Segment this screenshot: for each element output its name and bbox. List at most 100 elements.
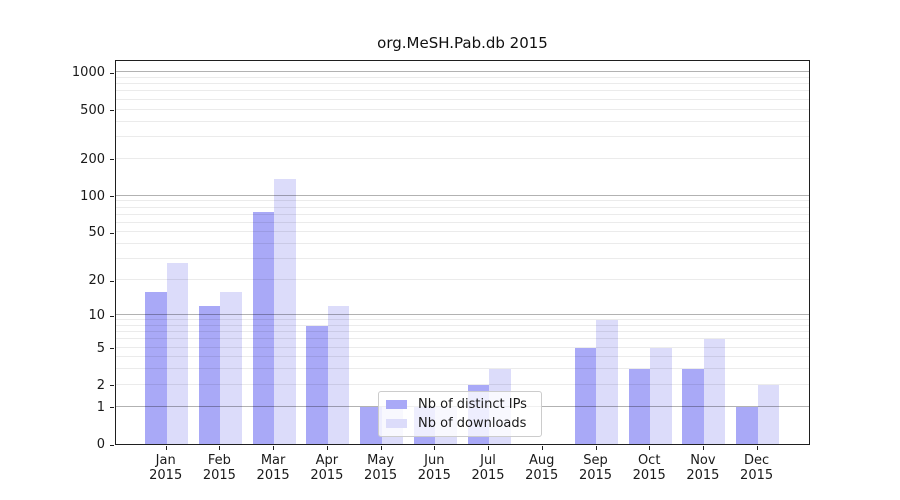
minor-gridline — [116, 76, 809, 78]
bar-downloads-oct — [650, 347, 672, 444]
x-axis-tick — [165, 446, 167, 450]
legend-item-downloads: Nb of downloads — [386, 414, 535, 433]
x-axis-tick-label: Jan 2015 — [149, 453, 183, 483]
minor-gridline — [116, 135, 809, 137]
x-axis-tick — [541, 446, 543, 450]
x-axis-tick — [434, 446, 436, 450]
y-axis-tick — [110, 280, 114, 282]
minor-gridline — [116, 98, 809, 100]
x-axis-tick-label: May 2015 — [364, 453, 398, 483]
y-axis-tick — [110, 110, 114, 111]
legend-label: Nb of distinct IPs — [418, 397, 527, 412]
x-axis-tick-label: Mar 2015 — [256, 453, 290, 483]
x-axis-tick-label: Feb 2015 — [202, 453, 236, 483]
minor-gridline — [116, 157, 809, 159]
x-axis-tick-label: Jul 2015 — [471, 453, 505, 483]
x-axis-tick — [219, 446, 221, 450]
downloads-swatch — [386, 419, 407, 428]
x-axis-tick — [380, 446, 382, 450]
x-axis-tick-label: Aug 2015 — [525, 453, 559, 483]
y-axis-tick — [110, 72, 114, 74]
y-axis-tick — [110, 232, 114, 234]
minor-gridline — [116, 324, 809, 326]
minor-gridline — [116, 258, 809, 260]
major-gridline — [116, 194, 809, 196]
chart-title: org.MeSH.Pab.db 2015 — [377, 34, 548, 52]
minor-gridline — [116, 356, 809, 358]
minor-gridline — [116, 368, 809, 370]
x-axis-tick — [649, 446, 651, 450]
bar-downloads-jan — [166, 262, 189, 444]
x-axis-tick-label: Jun 2015 — [417, 453, 451, 483]
y-axis-tick — [110, 315, 114, 317]
minor-gridline — [116, 108, 809, 110]
bar-downloads-dec — [757, 384, 780, 444]
y-axis-tick-label: 100 — [80, 188, 105, 204]
y-axis-tick — [110, 407, 114, 409]
x-axis-tick-label: Dec 2015 — [740, 453, 774, 483]
legend: Nb of distinct IPs Nb of downloads — [378, 391, 542, 437]
minor-gridline — [116, 338, 809, 340]
bar-downloads-feb — [220, 291, 242, 444]
minor-gridline — [116, 206, 809, 208]
x-axis-tick-label: Sep 2015 — [578, 453, 613, 483]
y-axis-tick-label: 50 — [88, 225, 105, 241]
minor-gridline — [116, 383, 809, 385]
bar-distinct-ips-sep — [574, 347, 597, 444]
bar-distinct-ips-jan — [145, 291, 167, 444]
x-axis-tick — [273, 446, 275, 450]
y-axis-tick-label: 10 — [88, 308, 105, 323]
minor-gridline — [116, 221, 809, 223]
minor-gridline — [116, 319, 809, 321]
x-axis-tick — [702, 446, 704, 450]
y-axis-tick-label: 0 — [96, 437, 105, 452]
bar-distinct-ips-dec — [736, 406, 758, 444]
x-axis-tick-label: Nov 2015 — [686, 453, 720, 483]
x-axis-tick — [488, 446, 489, 450]
y-axis-tick — [110, 385, 114, 387]
bar-distinct-ips-oct — [628, 369, 651, 444]
legend-item-distinct-ips: Nb of distinct IPs — [386, 395, 535, 414]
bar-downloads-sep — [596, 320, 618, 444]
y-axis-tick-label: 5 — [96, 340, 105, 356]
y-axis-tick-label: 200 — [80, 151, 105, 167]
minor-gridline — [116, 120, 809, 122]
x-axis-tick-label: Oct 2015 — [632, 453, 666, 483]
major-gridline — [116, 71, 809, 73]
distinct-ips-swatch — [386, 400, 407, 409]
y-axis-tick-label: 500 — [80, 102, 105, 118]
minor-gridline — [116, 331, 809, 333]
y-axis-tick-label: 20 — [88, 273, 105, 289]
x-axis-tick — [756, 446, 758, 450]
major-gridline — [116, 314, 809, 315]
bar-distinct-ips-nov — [682, 369, 704, 444]
bar-distinct-ips-apr — [306, 325, 328, 444]
x-axis-tick — [326, 446, 328, 450]
minor-gridline — [116, 213, 809, 215]
bar-downloads-nov — [703, 339, 726, 444]
minor-gridline — [116, 83, 809, 85]
minor-gridline — [116, 90, 809, 92]
y-axis-tick-label: 1 — [96, 399, 105, 415]
bar-distinct-ips-may — [360, 406, 382, 444]
y-axis-tick-label: 1000 — [71, 65, 105, 81]
bar-downloads-mar — [274, 178, 296, 444]
legend-label: Nb of downloads — [418, 416, 527, 431]
bar-distinct-ips-mar — [252, 211, 275, 444]
minor-gridline — [116, 279, 809, 281]
y-axis-tick — [110, 159, 114, 161]
minor-gridline — [116, 200, 809, 202]
x-axis-tick-label: Apr 2015 — [310, 453, 344, 483]
y-axis-tick-label: 2 — [96, 377, 105, 393]
y-axis-tick — [110, 444, 114, 446]
x-axis-tick — [595, 446, 597, 450]
y-axis-tick — [110, 348, 114, 350]
plot-area — [115, 60, 810, 445]
minor-gridline — [116, 231, 809, 233]
y-axis-tick — [110, 196, 114, 198]
minor-gridline — [116, 346, 809, 348]
bar-downloads-apr — [327, 306, 350, 444]
minor-gridline — [116, 243, 809, 245]
bar-distinct-ips-feb — [198, 306, 221, 444]
